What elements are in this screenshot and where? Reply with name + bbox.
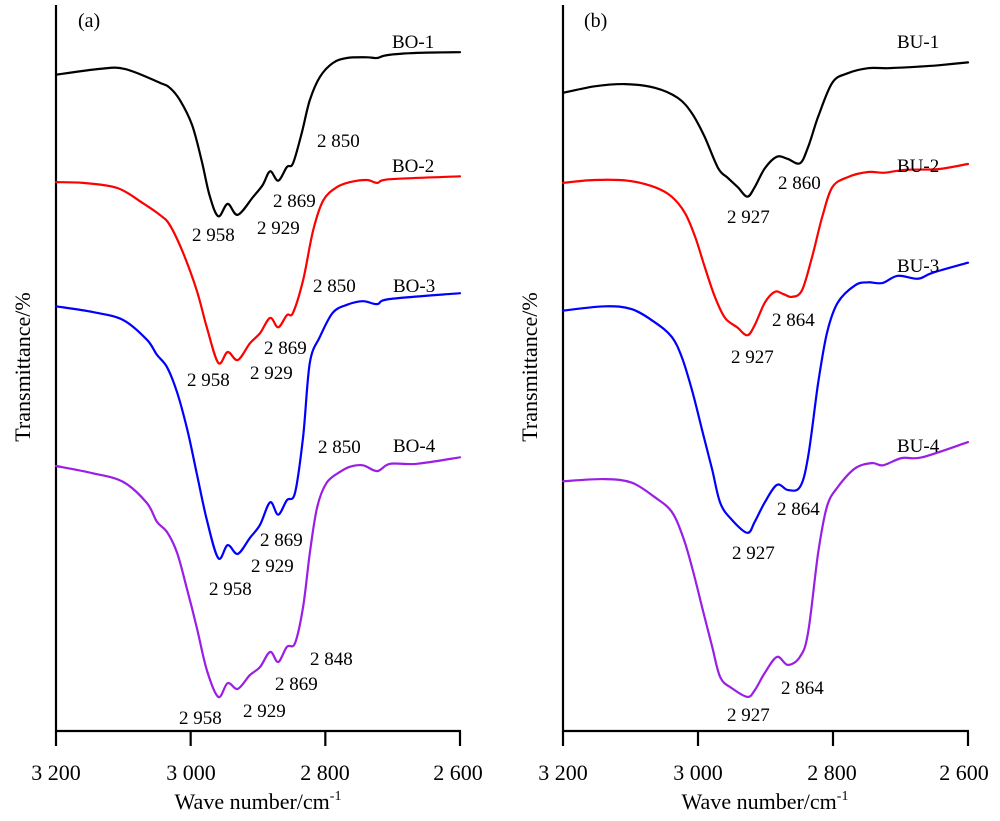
peak-annotation: 2 850 [313,276,356,297]
x-axis-title-text: Wave number/cm [175,789,330,814]
series-line-bu-2 [561,162,970,337]
series-line-bu-4 [561,441,970,699]
x-tick-label: 2 600 [433,760,483,785]
peak-annotation: 2 958 [209,579,252,600]
y-axis-title: Transmittance/% [10,292,35,442]
peak-annotation: 2 850 [317,131,360,152]
series-line-bo-4 [54,456,462,699]
panel-label: (a) [78,10,100,32]
peak-annotation: 2 958 [187,370,230,391]
peak-annotation: 2 929 [243,701,286,722]
x-tick-label: 2 800 [300,760,350,785]
curves [54,51,462,699]
series-label-bo-2: BO-2 [392,156,434,177]
x-tick-label: 3 200 [31,760,81,785]
peak-annotation: 2 958 [179,708,222,729]
peak-annotation: 2 864 [777,499,820,520]
series-line-bo-1 [54,51,462,218]
series-line-bo-3 [54,292,462,560]
x-tick-label: 2 800 [807,760,857,785]
panel-b: (b) 3 200 3 000 2 800 2 600 Wave number/… [517,5,989,814]
peak-annotation: 2 869 [264,338,307,359]
series-label-bo-3: BO-3 [393,276,435,297]
peak-annotation: 2 850 [318,437,361,458]
curves [561,61,970,699]
peak-annotation: 2 958 [192,225,235,246]
series-line-bu-3 [561,261,970,534]
peak-annotation: 2 848 [310,649,353,670]
peak-annotation: 2 860 [778,173,821,194]
series-label-bu-2: BU-2 [897,156,939,177]
panel-a: (a) 3 200 3 000 2 800 2 600 Wave number/… [10,5,483,814]
peak-annotation: 2 927 [732,543,775,564]
series-label-bo-4: BO-4 [393,436,436,457]
x-ticks [54,731,462,746]
x-axis-title-superscript: -1 [837,789,849,804]
peak-annotation: 2 929 [251,556,294,577]
peak-annotation: 2 927 [731,347,774,368]
panel-label: (b) [584,10,607,32]
series-label-bo-1: BO-1 [392,32,434,53]
peak-annotation: 2 869 [275,674,318,695]
x-tick-label: 3 000 [673,760,723,785]
series-label-bu-3: BU-3 [897,256,939,277]
series-line-bu-1 [561,61,970,198]
peak-annotation: 2 869 [260,530,303,551]
series-label-bu-1: BU-1 [897,32,939,53]
peak-annotation: 2 864 [781,678,824,699]
peak-annotation: 2 927 [727,207,770,228]
peak-annotation: 2 864 [772,310,815,331]
x-tick-label: 3 200 [538,760,588,785]
x-axis-title-text: Wave number/cm [682,789,837,814]
series-line-bo-2 [54,175,462,365]
x-axis-title: Wave number/cm-1 [682,789,849,814]
peak-annotation: 2 929 [250,363,293,384]
peak-annotation: 2 927 [727,705,770,726]
x-tick-label: 3 000 [166,760,216,785]
x-axis-title: Wave number/cm-1 [175,789,342,814]
x-axis-title-superscript: -1 [330,789,342,804]
peak-annotation: 2 929 [257,218,300,239]
x-tick-label: 2 600 [939,760,989,785]
series-label-bu-4: BU-4 [897,436,940,457]
x-ticks [561,731,970,746]
y-axis-title: Transmittance/% [517,292,542,442]
peak-annotation: 2 869 [273,191,316,212]
